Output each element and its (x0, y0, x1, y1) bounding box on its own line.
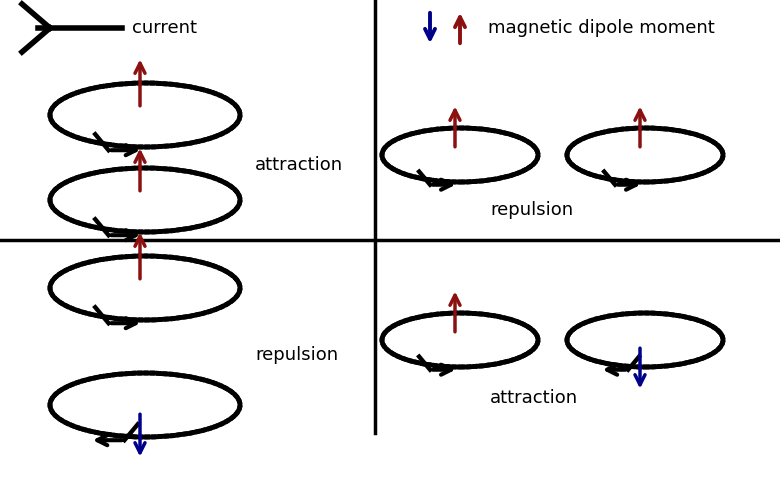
Text: attraction: attraction (255, 156, 343, 174)
Text: repulsion: repulsion (490, 201, 573, 219)
Text: current: current (132, 19, 197, 37)
Text: magnetic dipole moment: magnetic dipole moment (488, 19, 714, 37)
Text: attraction: attraction (490, 389, 578, 407)
Text: repulsion: repulsion (255, 346, 338, 364)
